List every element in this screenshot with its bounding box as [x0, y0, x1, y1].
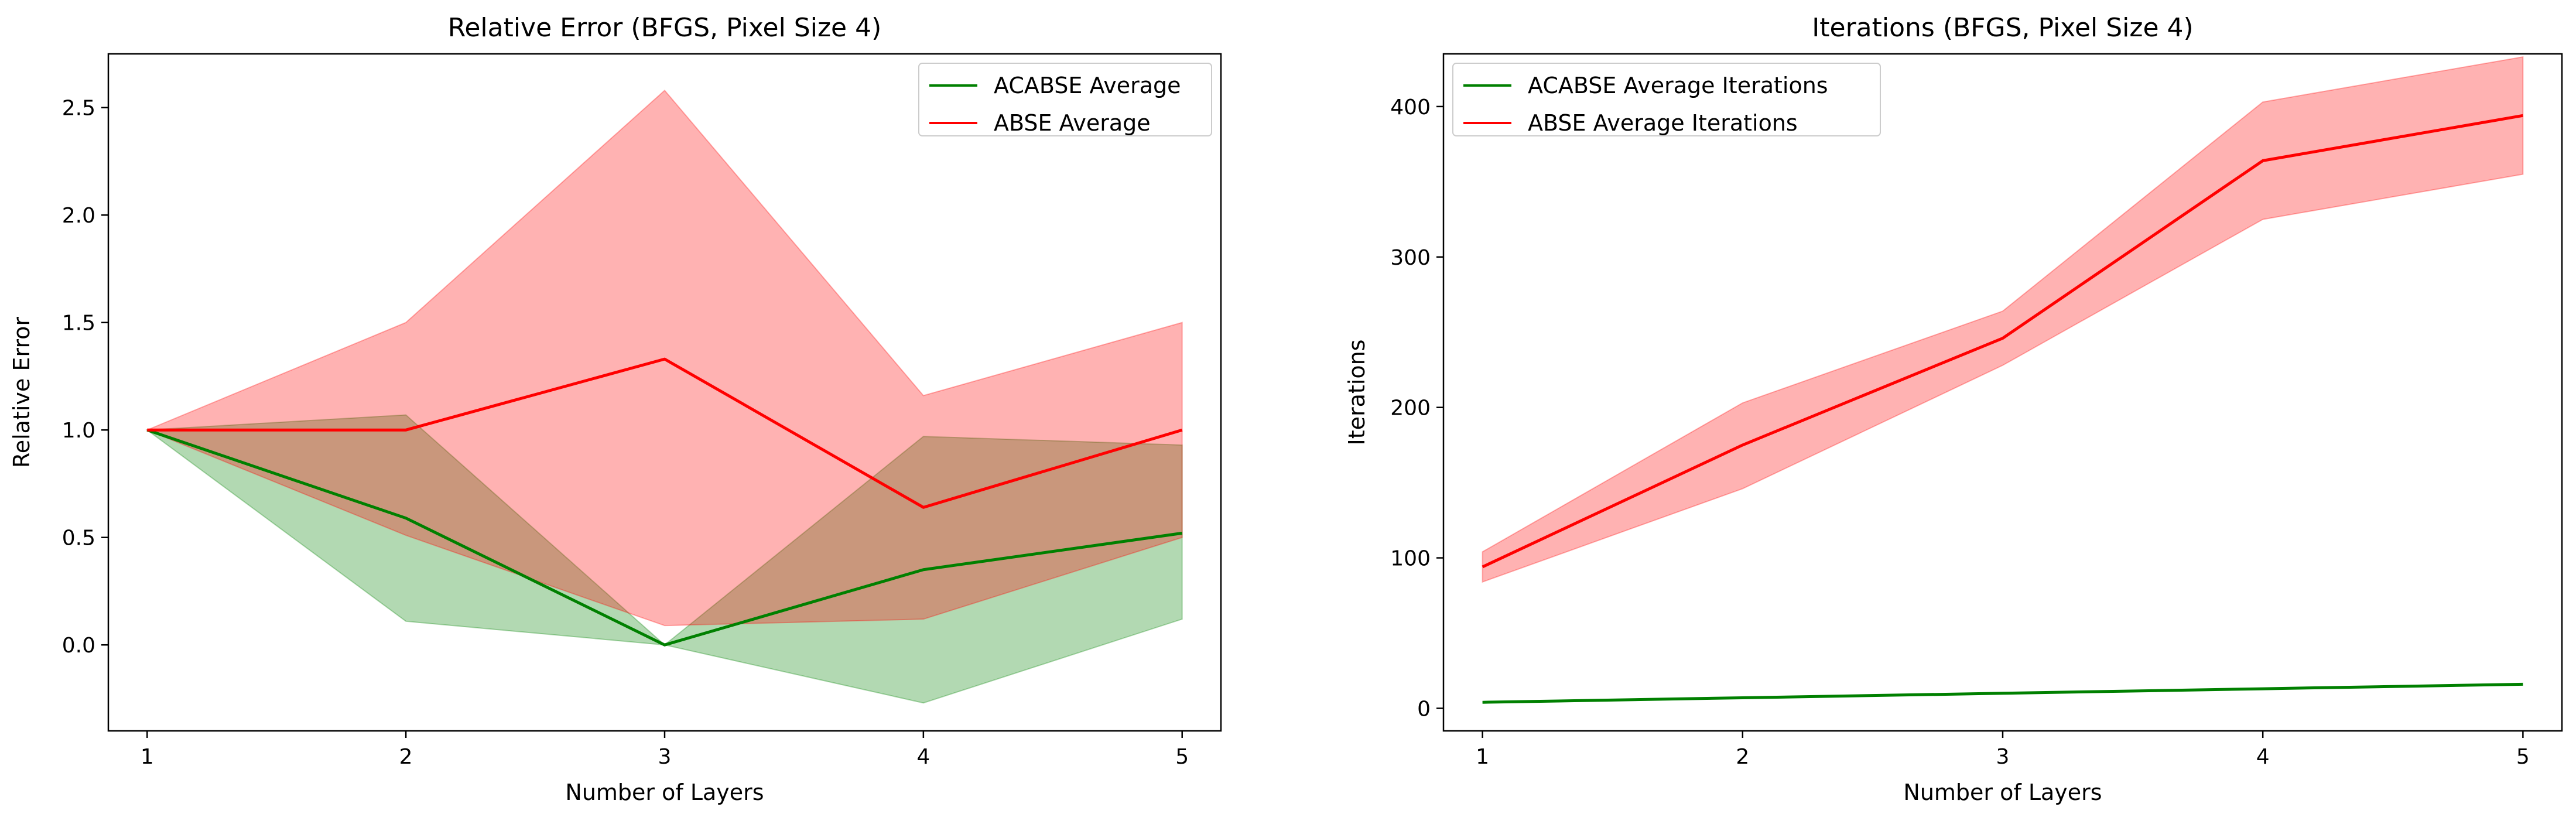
iterations-y-ticks: 0 100 200 300 400 [1390, 95, 1443, 721]
y-tick-label: 1.5 [62, 312, 95, 336]
x-tick-label: 5 [1175, 745, 1189, 769]
x-tick-label: 2 [1736, 745, 1749, 769]
relative-error-y-ticks: 0.0 0.5 1.0 1.5 2.0 2.5 [62, 97, 108, 658]
x-tick-label: 5 [2516, 745, 2530, 769]
y-tick-label: 100 [1390, 547, 1431, 571]
iterations-legend: ACABSE Average Iterations ABSE Average I… [1452, 63, 1881, 136]
iterations-chart: 1 2 3 4 5 0 100 200 300 400 Iterations (BFGS, Pi… [1344, 13, 2563, 805]
legend-box [918, 63, 1212, 136]
y-tick-label: 200 [1390, 396, 1431, 420]
iterations-lines [1482, 114, 2523, 704]
legend-label-acabse-average: ACABSE Average [994, 73, 1181, 98]
y-tick-label: 1.0 [62, 419, 95, 443]
legend-label-acabse-average-iterations: ACABSE Average Iterations [1528, 73, 1828, 98]
x-tick-label: 3 [1996, 745, 2010, 769]
x-tick-label: 1 [141, 745, 154, 769]
x-tick-label: 4 [916, 745, 930, 769]
iterations-x-ticks: 1 2 3 4 5 [1476, 731, 2530, 769]
y-tick-label: 0.0 [62, 634, 95, 658]
y-tick-label: 2.5 [62, 97, 95, 121]
band-abse-average-iterations [1482, 56, 2524, 583]
relative-error-title: Relative Error (BFGS, Pixel Size 4) [448, 13, 882, 43]
relative-error-x-axis-label: Number of Layers [565, 779, 764, 805]
y-tick-label: 2.0 [62, 204, 95, 228]
y-tick-label: 400 [1390, 95, 1431, 119]
iterations-x-axis-label: Number of Layers [1903, 779, 2102, 805]
relative-error-chart: 1 2 3 4 5 0.0 0.5 1.0 1.5 2.0 2.5 Relative Error … [9, 13, 1222, 805]
legend-label-abse-average-iterations: ABSE Average Iterations [1528, 110, 1798, 136]
band-acabse-average [145, 414, 1183, 704]
relative-error-x-ticks: 1 2 3 4 5 [141, 731, 1189, 769]
relative-error-legend: ACABSE Average ABSE Average [918, 63, 1212, 136]
iterations-y-axis-label: Iterations [1344, 340, 1370, 446]
y-tick-label: 0.5 [62, 526, 95, 551]
iterations-title: Iterations (BFGS, Pixel Size 4) [1812, 13, 2193, 43]
x-tick-label: 2 [399, 745, 413, 769]
x-tick-label: 4 [2256, 745, 2270, 769]
y-tick-label: 0 [1417, 697, 1431, 721]
x-tick-label: 3 [658, 745, 672, 769]
legend-box [1452, 63, 1881, 136]
relative-error-y-axis-label: Relative Error [9, 317, 35, 468]
legend-label-abse-average: ABSE Average [994, 110, 1151, 136]
relative-error-lines [146, 357, 1183, 647]
y-tick-label: 300 [1390, 246, 1431, 270]
x-tick-label: 1 [1476, 745, 1489, 769]
